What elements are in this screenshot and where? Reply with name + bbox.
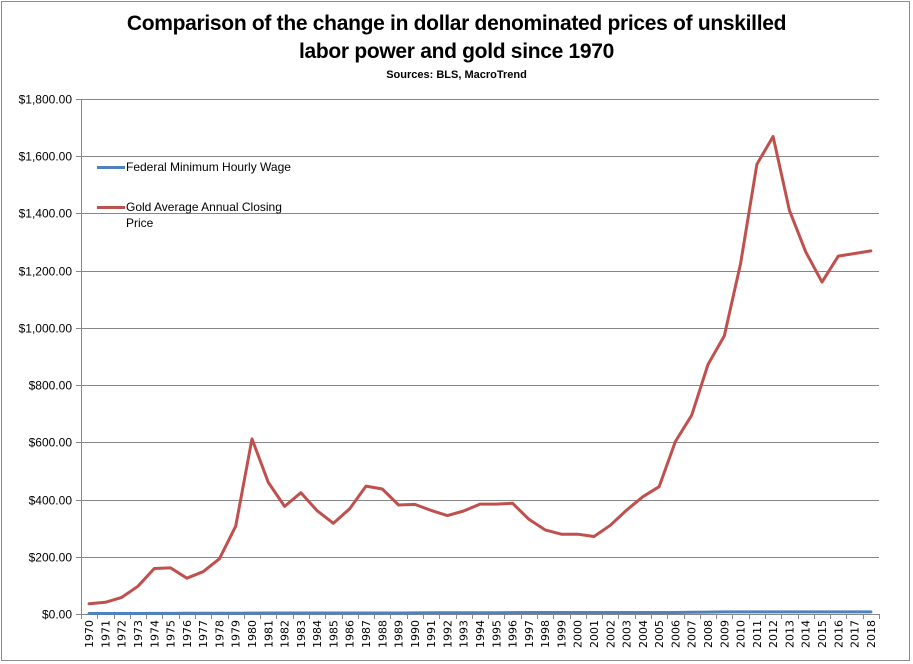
x-tick-label: 2011	[751, 620, 764, 648]
min-wage-line	[87, 610, 873, 615]
x-tick-label: 1989	[393, 620, 406, 648]
y-tick-label: $1,000.00	[19, 322, 73, 336]
y-tick-label: $600.00	[29, 436, 73, 450]
x-tick-label: 1986	[344, 620, 357, 648]
x-tick-label: 1990	[409, 620, 422, 648]
x-tick-label: 1988	[376, 620, 389, 648]
legend-label-min-wage: Federal Minimum Hourly Wage	[126, 160, 291, 174]
x-tick-label: 2012	[767, 620, 780, 648]
x-tick-label: 1985	[327, 620, 340, 648]
y-tick-label: $200.00	[29, 551, 73, 565]
x-tick-label: 1996	[507, 620, 520, 648]
x-tick-label: 2014	[800, 620, 813, 648]
x-tick-label: 2013	[783, 620, 796, 648]
legend-label-gold: Gold Average Annual Closing Price	[126, 200, 282, 230]
x-tick-label: 1979	[230, 620, 243, 648]
chart-title-line-2: labor power and gold since 1970	[298, 40, 615, 63]
x-tick-label: 1982	[279, 620, 292, 648]
x-tick-label: 2005	[653, 620, 666, 648]
y-tick-label: $1,400.00	[19, 207, 73, 221]
x-tick-label: 1993	[458, 620, 471, 648]
x-tick-label: 1978	[213, 620, 226, 648]
x-tick-label: 2003	[621, 620, 634, 648]
x-tick-label: 2002	[604, 620, 617, 648]
x-axis-ticks: 1970 1971 1972 1973 1974 1975 1976 1977 1978 1979…	[81, 614, 880, 648]
x-tick-label: 2001	[588, 620, 601, 648]
x-tick-label: 1998	[539, 620, 552, 648]
x-tick-label: 2009	[718, 620, 731, 648]
y-tick-label: $800.00	[29, 379, 73, 393]
x-tick-label: 1994	[474, 620, 487, 648]
x-tick-label: 2000	[572, 620, 585, 648]
x-tick-label: 2018	[865, 620, 878, 648]
x-tick-label: 1974	[148, 620, 161, 648]
x-tick-label: 2008	[702, 620, 715, 648]
x-tick-label: 1987	[360, 620, 373, 648]
x-tick-label: 1972	[116, 620, 129, 648]
x-tick-label: 1983	[295, 620, 308, 648]
x-tick-label: 1970	[83, 620, 96, 648]
legend-item-min-wage: Federal Minimum Hourly Wage	[97, 159, 297, 175]
x-tick-label: 1976	[181, 620, 194, 648]
x-tick-label: 1981	[262, 620, 275, 648]
y-tick-label: $1,600.00	[19, 150, 73, 164]
y-tick-label: $0.00	[42, 608, 72, 622]
x-tick-label: 1999	[555, 620, 568, 648]
x-tick-label: 2016	[832, 620, 845, 648]
legend: Federal Minimum Hourly Wage Gold Average…	[97, 159, 297, 255]
x-tick-label: 1992	[441, 620, 454, 648]
x-tick-label: 1980	[246, 620, 259, 648]
x-tick-label: 1997	[523, 620, 536, 648]
x-tick-label: 1975	[165, 620, 178, 648]
x-tick-label: 2015	[816, 620, 829, 648]
y-axis-ticks: $0.00 $200.00 $400.00 $600.00 $800.00 $1,000.…	[19, 93, 81, 622]
x-tick-label: 2010	[735, 620, 748, 648]
legend-item-gold: Gold Average Annual Closing Price	[97, 199, 297, 231]
y-tick-label: $1,200.00	[19, 265, 73, 279]
chart-subtitle: Sources: BLS, MacroTrend	[386, 69, 527, 81]
x-tick-label: 1991	[425, 620, 438, 648]
y-tick-label: $1,800.00	[19, 93, 73, 107]
series-lines	[87, 135, 873, 615]
x-tick-label: 1984	[311, 620, 324, 648]
gridlines	[81, 99, 879, 558]
x-tick-label: 1977	[197, 620, 210, 648]
legend-swatch-gold	[97, 206, 125, 209]
x-tick-label: 1973	[132, 620, 145, 648]
x-tick-label: 2017	[849, 620, 862, 648]
x-tick-label: 1995	[490, 620, 503, 648]
y-tick-label: $400.00	[29, 494, 73, 508]
x-tick-label: 2007	[686, 620, 699, 648]
legend-swatch-min-wage	[97, 166, 125, 169]
chart-title-line-1: Comparison of the change in dollar denom…	[126, 12, 787, 35]
x-tick-label: 1971	[99, 620, 112, 648]
x-tick-label: 2004	[637, 620, 650, 648]
x-tick-label: 2006	[669, 620, 682, 648]
